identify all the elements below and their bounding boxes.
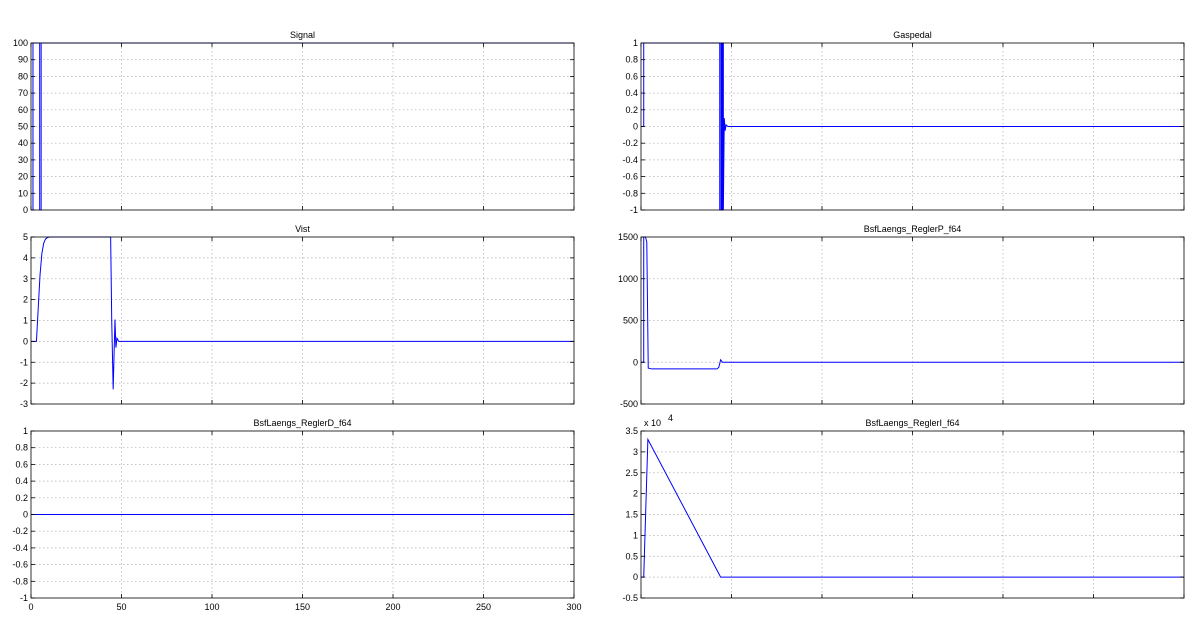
plot-regler-d: -1 -0.8 -0.6 -0.4 -0.2 0 0.2 0.4 0.6 0.8 1 0 50 100 15… (12, 418, 581, 612)
y-tick-label: 3 (23, 274, 28, 284)
y-tick-label: 1.5 (625, 510, 638, 520)
plot-signal-series-line (31, 42, 574, 211)
plot-regler-p-series-line (641, 236, 1184, 370)
plot-signal-grid (31, 43, 574, 210)
y-tick-label: 0.2 (625, 105, 638, 115)
plot-regler-d-title: BsfLaengs_ReglerD_f64 (253, 418, 351, 428)
x-tick-label: 0 (28, 602, 33, 612)
y-tick-label: 0.6 (15, 459, 28, 469)
x-tick-label: 50 (116, 602, 126, 612)
x-tick-label: 250 (476, 602, 491, 612)
y-tick-label: 0 (23, 205, 28, 215)
plot-vist: -3 -2 -1 0 1 2 3 4 5 Vist (20, 224, 575, 409)
y-tick-label: -1 (630, 205, 638, 215)
plot-regler-p-title: BsfLaengs_ReglerP_f64 (864, 224, 962, 234)
plot-regler-p: -500 0 500 1000 1500 BsfLaengs_ReglerP_f64 (618, 224, 1185, 409)
y-tick-label: -0.4 (622, 155, 638, 165)
plot-vist-title: Vist (295, 224, 310, 234)
y-tick-label: 0.8 (625, 55, 638, 65)
y-tick-label: 1500 (618, 232, 638, 242)
y-tick-label: 3 (633, 447, 638, 457)
y-tick-label: -0.2 (12, 526, 28, 536)
y-tick-label: -500 (620, 399, 638, 409)
y-tick-label: 0.4 (625, 88, 638, 98)
y-tick-label: 0 (23, 336, 28, 346)
plot-regler-i-exponent-power: 4 (668, 413, 673, 423)
plot-gaspedal: -1 -0.8 -0.6 -0.4 -0.2 0 0.2 0.4 0.6 0.8 1 Gaspedal (622, 30, 1185, 215)
y-tick-label: 30 (18, 155, 28, 165)
plot-regler-i-title: BsfLaengs_ReglerI_f64 (865, 418, 959, 428)
y-tick-label: 2 (23, 295, 28, 305)
y-tick-label: 0 (23, 510, 28, 520)
y-tick-label: 0.8 (15, 443, 28, 453)
x-tick-label: 100 (204, 602, 219, 612)
y-tick-label: 500 (623, 316, 638, 326)
y-tick-label: -0.2 (622, 138, 638, 148)
x-tick-label: 150 (295, 602, 310, 612)
y-tick-label: -0.8 (12, 576, 28, 586)
y-tick-label: 0.2 (15, 493, 28, 503)
plot-regler-i-exponent-label: x 10 (644, 418, 661, 428)
y-tick-label: 0 (633, 122, 638, 132)
y-tick-label: 0 (633, 572, 638, 582)
y-tick-label: 0.5 (625, 551, 638, 561)
y-tick-label: -0.6 (622, 172, 638, 182)
y-tick-label: 40 (18, 138, 28, 148)
y-tick-label: 3.5 (625, 426, 638, 436)
y-tick-label: -2 (20, 378, 28, 388)
y-tick-label: 20 (18, 172, 28, 182)
y-tick-label: 0.4 (15, 476, 28, 486)
y-tick-label: 90 (18, 55, 28, 65)
y-tick-label: 4 (23, 253, 28, 263)
y-tick-label: 100 (13, 38, 28, 48)
y-tick-label: -3 (20, 399, 28, 409)
y-tick-label: 1 (633, 38, 638, 48)
y-tick-label: 2.5 (625, 468, 638, 478)
plot-regler-i: -0.5 0 0.5 1 1.5 2 2.5 3 3.5 BsfLaengs_ReglerI_f6… (622, 413, 1185, 603)
x-tick-label: 300 (566, 602, 581, 612)
y-tick-label: 1000 (618, 274, 638, 284)
y-tick-label: 70 (18, 88, 28, 98)
x-tick-label: 200 (385, 602, 400, 612)
plot-gaspedal-title: Gaspedal (893, 30, 932, 40)
y-tick-label: 1 (23, 316, 28, 326)
y-tick-label: -0.8 (622, 188, 638, 198)
y-tick-label: -1 (20, 593, 28, 603)
y-tick-label: -1 (20, 357, 28, 367)
y-tick-label: 0.6 (625, 71, 638, 81)
y-tick-label: 0 (633, 357, 638, 367)
plot-signal-title: Signal (290, 30, 315, 40)
plot-signal: 0 10 20 30 40 50 60 70 80 90 100 Signal (13, 30, 575, 215)
y-tick-label: 2 (633, 489, 638, 499)
y-tick-label: -0.6 (12, 560, 28, 570)
y-tick-label: 80 (18, 71, 28, 81)
y-tick-label: 50 (18, 122, 28, 132)
y-tick-label: -0.4 (12, 543, 28, 553)
y-tick-label: 1 (23, 426, 28, 436)
y-tick-label: 1 (633, 530, 638, 540)
y-tick-label: 60 (18, 105, 28, 115)
y-tick-label: -0.5 (622, 593, 638, 603)
y-tick-label: 5 (23, 232, 28, 242)
y-tick-label: 10 (18, 188, 28, 198)
